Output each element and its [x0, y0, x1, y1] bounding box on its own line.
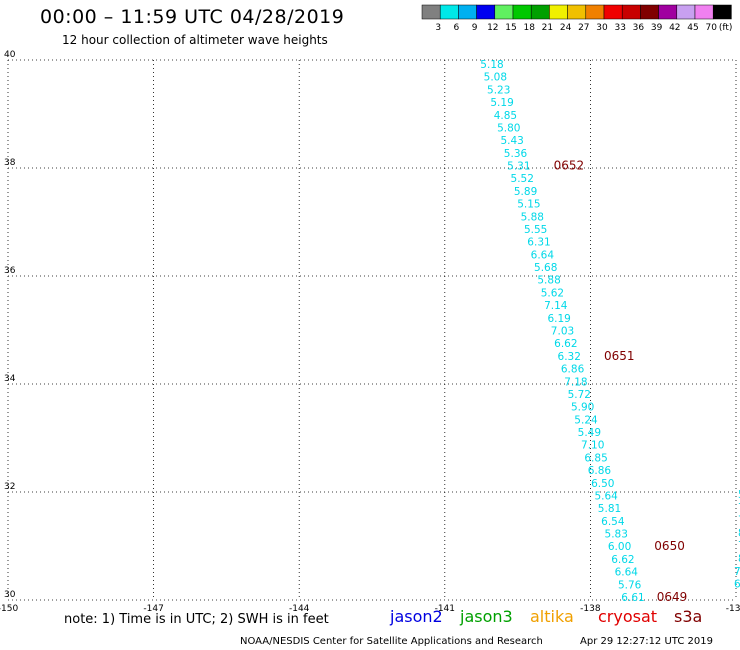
swh-value-edge: 6.8 [734, 579, 740, 591]
swh-value-edge: 7 [738, 540, 740, 552]
swh-value-edge: 8 [738, 527, 740, 539]
swh-value: 6.62 [611, 554, 634, 566]
swh-value: 5.24 [574, 414, 598, 426]
lon-tick-label: -135 [726, 604, 740, 614]
note-text: note: 1) Time is in UTC; 2) SWH is in fe… [64, 612, 329, 627]
swh-value: 5.88 [537, 275, 560, 287]
pass-time-label: 0650 [654, 539, 685, 553]
legend-label: 30 [596, 23, 608, 33]
lon-tick-label: -144 [289, 604, 310, 614]
swh-value: 5.55 [524, 224, 547, 236]
swh-value: 5.08 [484, 72, 507, 84]
satellite-jason2: jason2 [390, 607, 443, 626]
swh-value: 6.00 [608, 541, 631, 553]
swh-value-edge: 7 [738, 515, 740, 527]
swh-value: 6.62 [554, 338, 577, 350]
lon-tick-label: -150 [0, 604, 18, 614]
lat-tick-label: 36 [4, 266, 16, 276]
swh-value-edge: 5 [738, 489, 740, 501]
swh-value-edge: 7 [734, 566, 740, 578]
swh-value-edge: 7 [738, 502, 740, 514]
credit-text: NOAA/NESDIS Center for Satellite Applica… [240, 636, 543, 647]
legend-label: 6 [454, 23, 460, 33]
swh-value: 6.19 [547, 313, 570, 325]
generated-timestamp: Apr 29 12:27:12 UTC 2019 [580, 636, 713, 647]
legend-label: 42 [669, 23, 680, 33]
page-subtitle: 12 hour collection of altimeter wave hei… [62, 33, 328, 47]
pass-time-label: 0651 [604, 349, 635, 363]
swh-value: 5.49 [578, 427, 601, 439]
swh-value-edge: 8 [738, 553, 740, 565]
legend-label: 27 [578, 23, 589, 33]
legend-label: 21 [542, 23, 553, 33]
swh-value: 6.31 [527, 237, 550, 249]
legend-label: 39 [651, 23, 663, 33]
legend-label: 24 [560, 23, 572, 33]
legend-label: 9 [472, 23, 478, 33]
swh-value: 6.64 [531, 249, 555, 261]
graticule [7, 59, 737, 601]
swh-value: 6.32 [558, 351, 581, 363]
swh-value: 5.89 [514, 186, 537, 198]
swh-value: 5.31 [507, 161, 530, 173]
color-legend: 3 6 9 12 15 18 21 24 27 30 33 36 39 42 45 70 (ft) [421, 4, 733, 33]
lat-tick-label: 30 [4, 590, 16, 600]
swh-value: 6.61 [621, 592, 644, 604]
swh-value: 6.85 [584, 452, 607, 464]
lat-tick-label: 34 [4, 374, 16, 384]
pass-time-label: 0649 [657, 590, 688, 604]
swh-value: 6.64 [615, 567, 639, 579]
swh-value: 5.80 [497, 122, 520, 134]
legend-swatch [712, 4, 732, 20]
legend-label: 33 [614, 23, 625, 33]
satellite-cryosat: cryosat [598, 607, 658, 626]
swh-value: 5.72 [568, 389, 591, 401]
swh-value: 7.03 [551, 326, 574, 338]
swh-value: 5.68 [534, 262, 557, 274]
legend-unit: (ft) [719, 23, 733, 33]
swh-value: 6.50 [591, 478, 614, 490]
pass-time-label: 0652 [554, 159, 585, 173]
swh-value: 5.76 [618, 579, 642, 591]
legend-label: 12 [487, 23, 498, 33]
swh-value: 5.62 [541, 287, 564, 299]
swh-value: 6.86 [588, 465, 612, 477]
swh-value: 7.14 [544, 300, 568, 312]
swh-value: 5.36 [504, 148, 528, 160]
legend-label: 45 [687, 23, 698, 33]
swh-value: 6.54 [601, 516, 625, 528]
satellite-s3a: s3a [674, 607, 703, 626]
swh-value: 5.81 [598, 503, 621, 515]
satellite-jason3: jason3 [460, 607, 513, 626]
swh-value: 6.86 [561, 364, 585, 376]
lat-tick-label: 40 [4, 50, 16, 60]
lon-tick-label: -138 [580, 604, 601, 614]
satellite-altika: altika [530, 607, 574, 626]
lon-tick-label: -141 [435, 604, 455, 614]
legend-label: 70 [705, 23, 717, 33]
swh-value: 5.43 [500, 135, 523, 147]
legend-label: 3 [435, 23, 441, 33]
swh-value: 5.19 [490, 97, 513, 109]
lon-tick-label: -147 [143, 604, 163, 614]
legend-label: 18 [523, 23, 535, 33]
lat-tick-label: 32 [4, 482, 15, 492]
swh-value: 5.15 [517, 199, 540, 211]
swh-value: 7.10 [581, 440, 604, 452]
swh-value: 5.18 [480, 59, 503, 71]
swh-value: 5.52 [511, 173, 534, 185]
legend-label: 15 [505, 23, 516, 33]
swh-value: 5.83 [605, 529, 628, 541]
legend-label: 36 [633, 23, 645, 33]
swh-value: 5.23 [487, 84, 510, 96]
swh-value: 4.85 [494, 110, 517, 122]
lat-tick-label: 38 [4, 158, 16, 168]
swh-value: 5.64 [594, 490, 618, 502]
page-title: 00:00 – 11:59 UTC 04/28/2019 [40, 6, 345, 28]
swh-value: 5.88 [521, 211, 544, 223]
swh-value: 5.90 [571, 402, 594, 414]
swh-value: 7.18 [564, 376, 587, 388]
